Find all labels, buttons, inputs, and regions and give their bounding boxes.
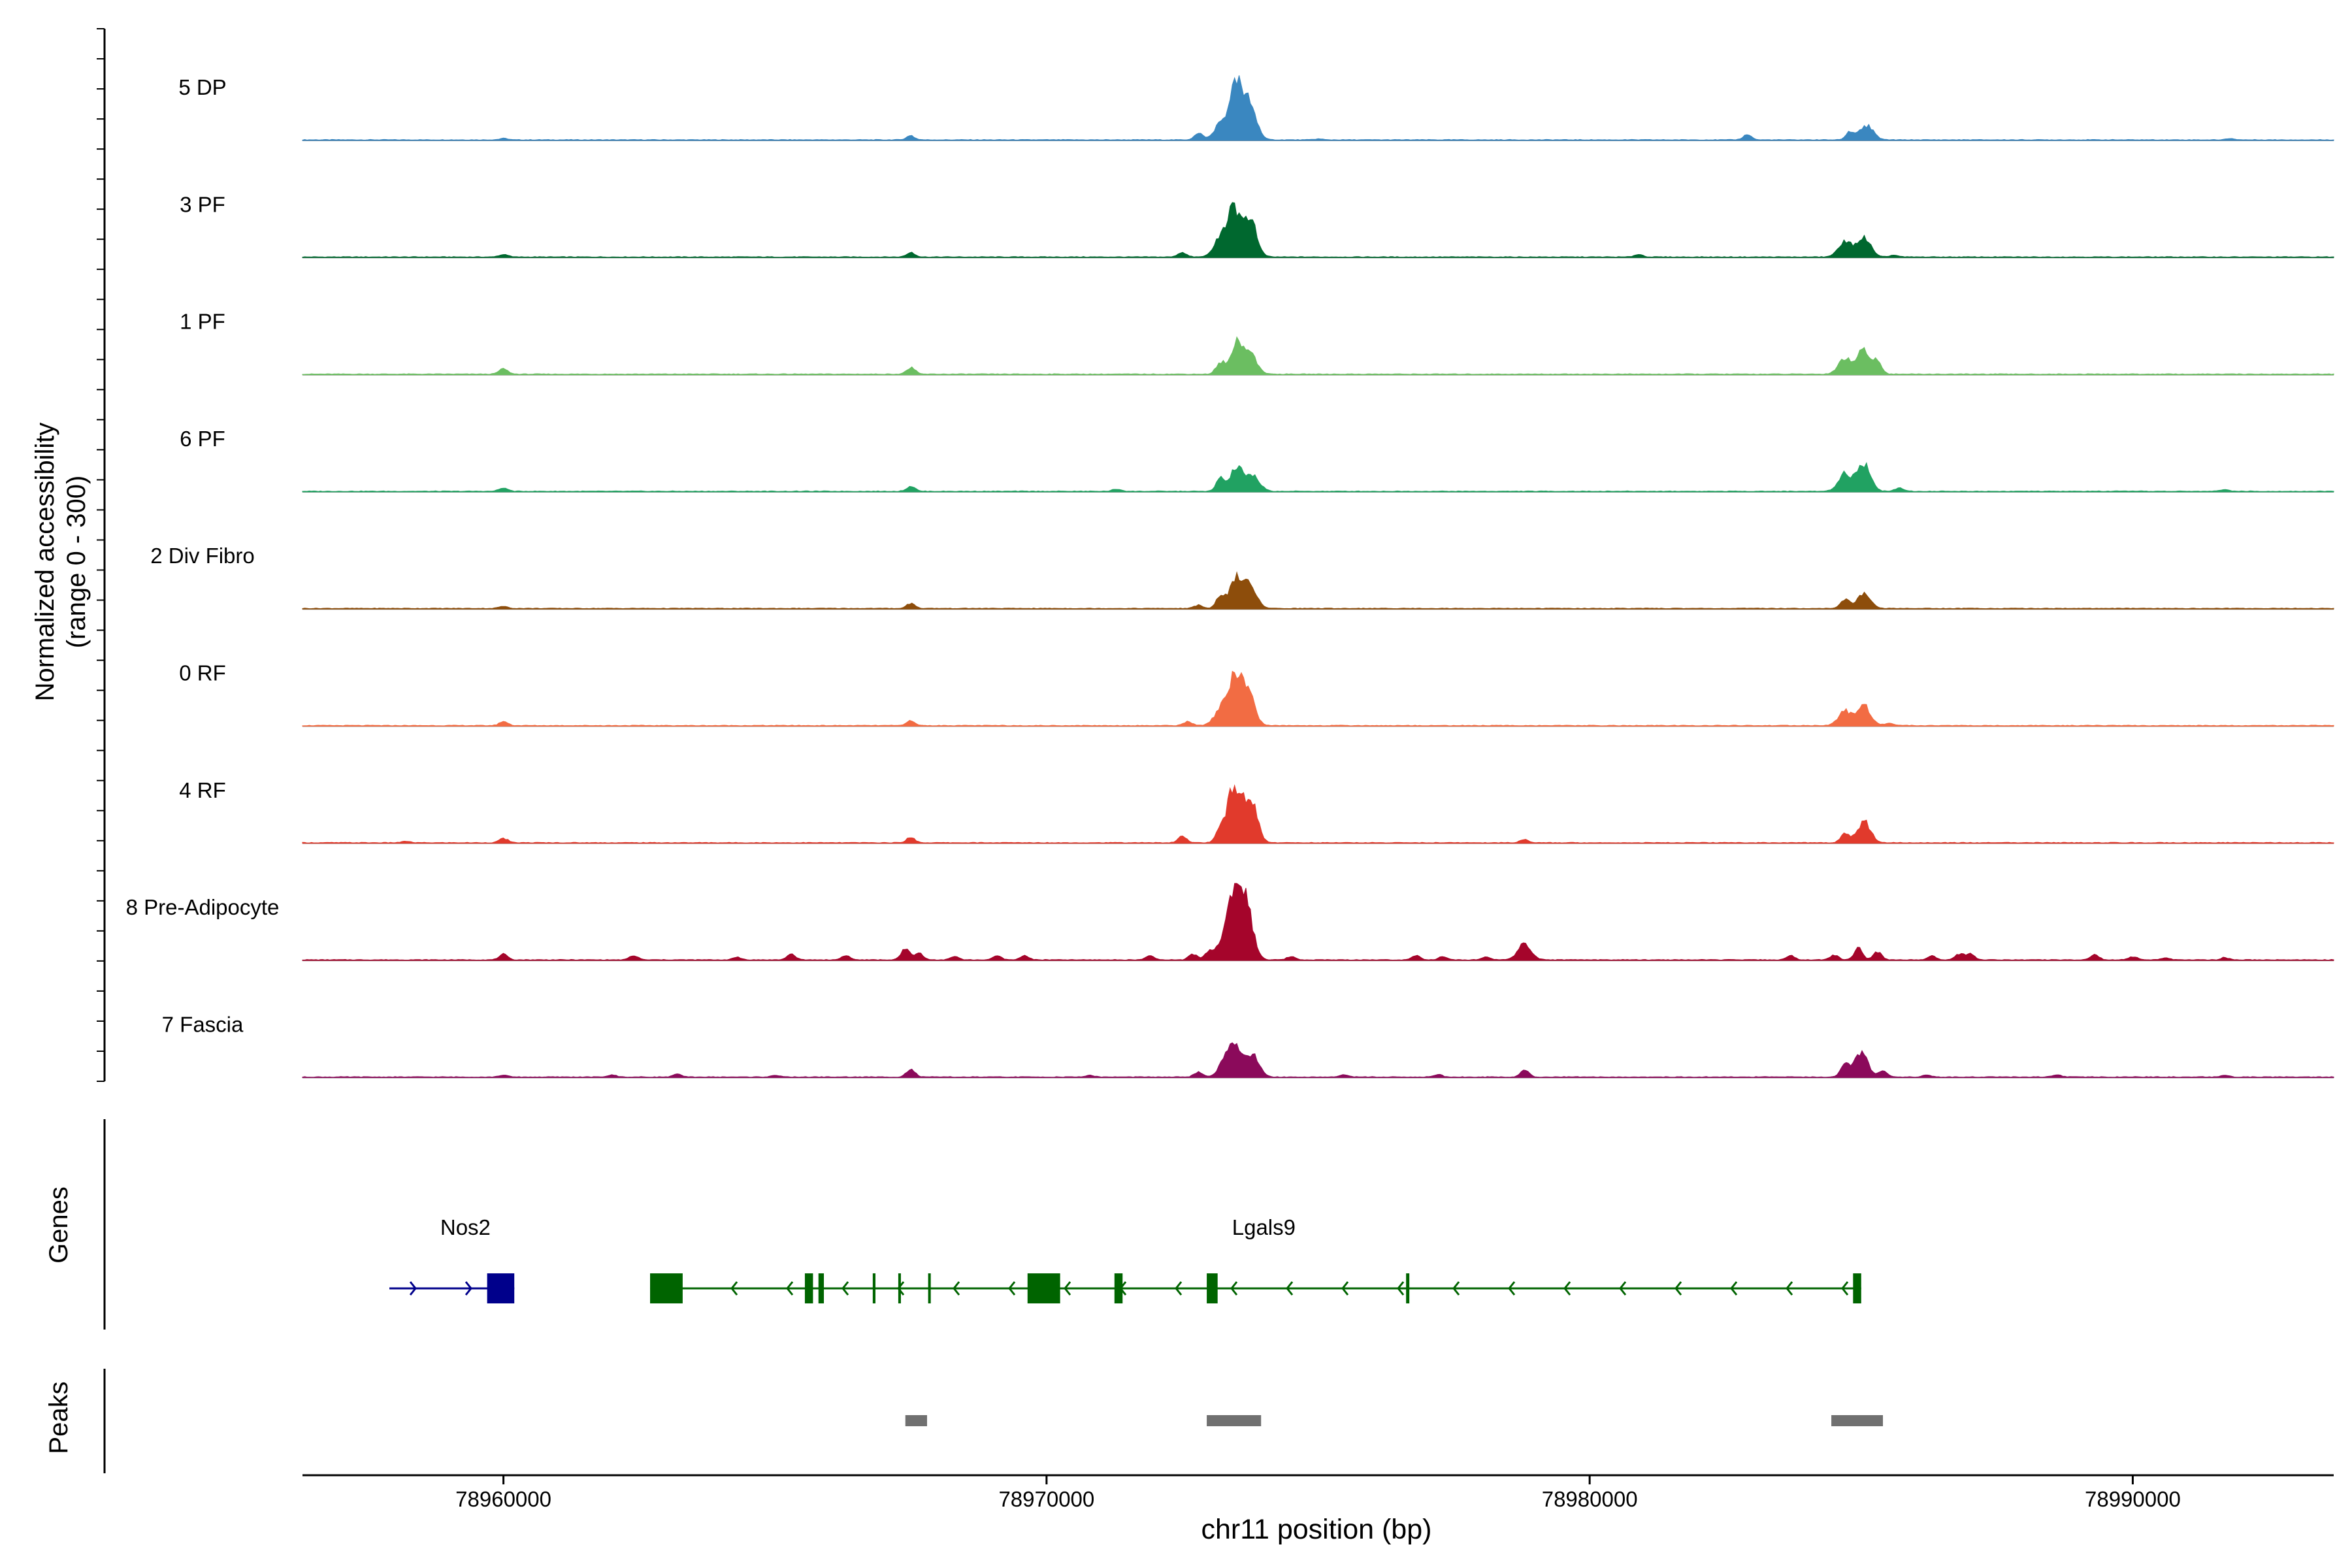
strand-arrow <box>1008 1281 1016 1296</box>
track-6-pf: 6 PF <box>180 427 2334 493</box>
coverage-area <box>302 883 2334 961</box>
y-axis-title-line1: Normalized accessibility <box>31 423 59 702</box>
track-5-dp: 5 DP <box>178 75 2334 141</box>
x-axis-title: chr11 position (bp) <box>1201 1514 1432 1545</box>
track-0-rf: 0 RF <box>179 661 2334 727</box>
strand-arrow <box>409 1281 417 1296</box>
track-label: 4 RF <box>179 778 226 802</box>
x-tick-label: 78980000 <box>1542 1487 1638 1511</box>
strand-arrow <box>1230 1281 1238 1296</box>
coverage-area <box>302 336 2334 376</box>
exon <box>1027 1273 1060 1303</box>
strand-arrow <box>1397 1281 1405 1296</box>
peak-track-label: Peaks <box>44 1381 73 1454</box>
exon <box>1114 1273 1123 1303</box>
track-4-rf: 4 RF <box>179 778 2334 844</box>
track-label: 8 Pre-Adipocyte <box>126 895 280 919</box>
strand-arrow <box>1730 1281 1738 1296</box>
track-label: 2 Div Fibro <box>150 544 255 568</box>
strand-arrow <box>953 1281 960 1296</box>
strand-arrow <box>1452 1281 1460 1296</box>
peak-track <box>905 1415 1884 1426</box>
strand-arrow <box>1674 1281 1682 1296</box>
exon <box>1207 1273 1218 1303</box>
coverage-area <box>302 571 2334 610</box>
track-label: 7 Fascia <box>162 1012 244 1036</box>
gene-track: Nos2 Lgals9 <box>389 1215 1861 1303</box>
exon <box>650 1273 683 1303</box>
strand-arrow <box>841 1281 849 1296</box>
coverage-tracks: 5 DP 3 PF 1 PF 6 PF 2 Div Fibro 0 RF 4 RF 8 Pre… <box>126 75 2334 1079</box>
coverage-area <box>302 1042 2334 1078</box>
exon <box>1853 1273 1861 1303</box>
track-label: 5 DP <box>178 75 226 99</box>
strand-arrow <box>1508 1281 1516 1296</box>
coverage-area <box>302 670 2334 727</box>
x-tick-label: 78960000 <box>455 1487 551 1511</box>
strand-arrow <box>1341 1281 1349 1296</box>
gene-track-label: Genes <box>44 1186 73 1264</box>
y-axis-title-line2: (range 0 - 300) <box>62 476 91 649</box>
track-7-fascia: 7 Fascia <box>162 1012 2334 1079</box>
strand-arrow <box>1286 1281 1294 1296</box>
coverage-area <box>302 75 2334 141</box>
strand-arrow <box>465 1281 472 1296</box>
peak-region <box>905 1415 927 1426</box>
peak-region <box>1831 1415 1884 1426</box>
strand-arrow <box>1841 1281 1849 1296</box>
exon <box>804 1273 813 1303</box>
coverage-area <box>302 202 2334 258</box>
track-label: 0 RF <box>179 661 226 685</box>
gene-name: Lgals9 <box>1232 1215 1296 1239</box>
y-axis <box>97 28 106 1473</box>
gene-name: Nos2 <box>440 1215 491 1239</box>
exon <box>1406 1273 1410 1303</box>
coverage-area <box>302 462 2334 493</box>
track-1-pf: 1 PF <box>180 310 2334 376</box>
track-label: 1 PF <box>180 310 225 334</box>
strand-arrow <box>1175 1281 1183 1296</box>
exon <box>898 1273 901 1303</box>
gene-nos2: Nos2 <box>389 1215 515 1303</box>
strand-arrow <box>786 1281 794 1296</box>
exon <box>818 1273 825 1303</box>
strand-arrow <box>1563 1281 1571 1296</box>
peak-region <box>1207 1415 1262 1426</box>
track-3-pf: 3 PF <box>180 192 2334 259</box>
coverage-area <box>302 784 2334 844</box>
exon <box>872 1273 876 1303</box>
exon <box>487 1273 515 1303</box>
x-axis: 78960000 78970000 78980000 78990000 <box>302 1474 2334 1511</box>
gene-lgals9: Lgals9 <box>650 1215 1861 1303</box>
strand-arrow <box>1786 1281 1793 1296</box>
exon <box>928 1273 931 1303</box>
track-label: 6 PF <box>180 427 225 451</box>
x-tick-label: 78970000 <box>998 1487 1094 1511</box>
track-2-div-fibro: 2 Div Fibro <box>150 544 2334 610</box>
strand-arrow <box>1619 1281 1627 1296</box>
strand-arrow <box>1064 1281 1071 1296</box>
strand-arrow <box>730 1281 738 1296</box>
track-label: 3 PF <box>180 192 225 216</box>
track-8-pre-adipocyte: 8 Pre-Adipocyte <box>126 883 2334 962</box>
x-tick-label: 78990000 <box>2085 1487 2181 1511</box>
